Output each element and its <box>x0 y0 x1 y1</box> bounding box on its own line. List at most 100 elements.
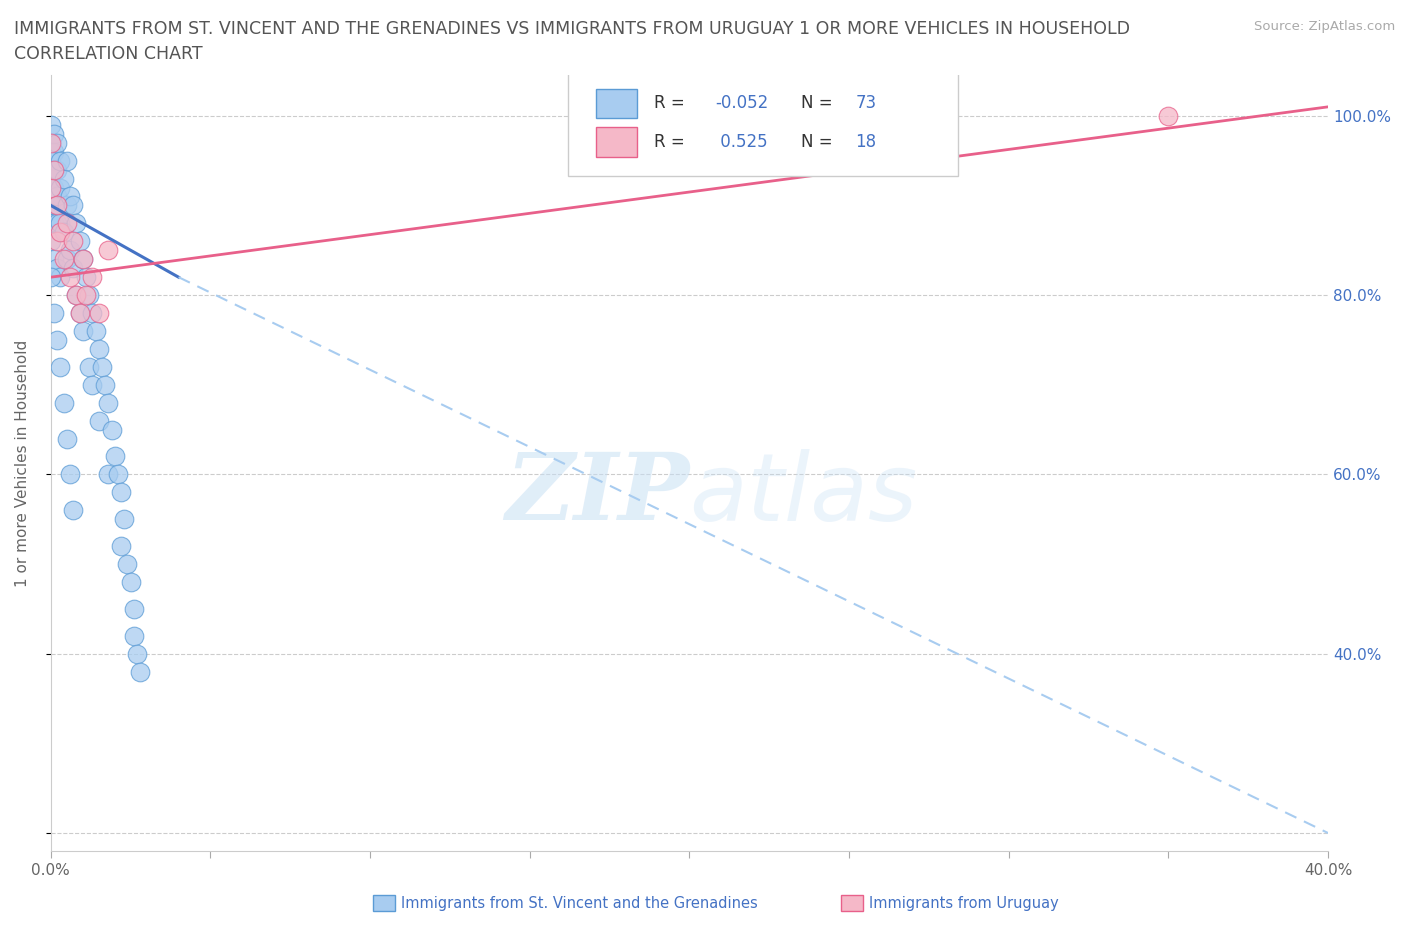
Point <box>75 270 97 285</box>
Point <box>56 432 79 446</box>
Text: IMMIGRANTS FROM ST. VINCENT AND THE GRENADINES VS IMMIGRANTS FROM URUGUAY 1 OR M: IMMIGRANTS FROM ST. VINCENT AND THE GREN… <box>14 20 1130 38</box>
Point <box>56 216 79 231</box>
Point <box>87 341 110 356</box>
Point <box>39 216 62 231</box>
Point <box>42 144 65 159</box>
Text: Source: ZipAtlas.com: Source: ZipAtlas.com <box>1254 20 1395 33</box>
Text: Immigrants from St. Vincent and the Grenadines: Immigrants from St. Vincent and the Gren… <box>401 897 758 911</box>
Point <box>42 126 65 141</box>
Point <box>72 324 94 339</box>
Point <box>39 198 62 213</box>
Point <box>42 252 65 267</box>
Point <box>49 153 72 168</box>
Point <box>52 225 75 240</box>
Point <box>46 162 69 177</box>
Point <box>62 233 84 248</box>
Point <box>77 359 100 374</box>
Point <box>122 602 145 617</box>
Point <box>39 153 62 168</box>
Point <box>1157 109 1180 124</box>
Point <box>39 270 62 285</box>
Text: CORRELATION CHART: CORRELATION CHART <box>14 45 202 62</box>
Point <box>72 252 94 267</box>
Point <box>39 171 62 186</box>
Point <box>100 422 122 437</box>
Text: N =: N = <box>800 133 838 152</box>
Point <box>65 287 87 302</box>
Point <box>42 198 65 213</box>
Y-axis label: 1 or more Vehicles in Household: 1 or more Vehicles in Household <box>15 339 30 587</box>
Point <box>46 216 69 231</box>
Text: N =: N = <box>800 94 838 113</box>
Text: 18: 18 <box>855 133 877 152</box>
Point <box>49 359 72 374</box>
Text: 73: 73 <box>855 94 877 113</box>
Text: R =: R = <box>654 94 690 113</box>
Point <box>59 467 82 482</box>
Point <box>49 225 72 240</box>
Point <box>52 395 75 410</box>
Point <box>62 503 84 518</box>
Point <box>39 135 62 150</box>
Point <box>69 233 91 248</box>
Point <box>42 216 65 231</box>
Point <box>65 287 87 302</box>
Point <box>120 575 142 590</box>
Point <box>52 252 75 267</box>
Text: atlas: atlas <box>689 449 918 539</box>
Point <box>42 162 65 177</box>
Point <box>42 180 65 195</box>
Point <box>56 198 79 213</box>
Point <box>97 395 120 410</box>
Point <box>39 117 62 132</box>
Point <box>59 243 82 258</box>
FancyBboxPatch shape <box>596 88 637 118</box>
Point <box>59 189 82 204</box>
Point <box>82 378 104 392</box>
Point <box>65 216 87 231</box>
Text: Immigrants from Uruguay: Immigrants from Uruguay <box>869 897 1059 911</box>
Point <box>42 306 65 321</box>
Point <box>56 252 79 267</box>
Point <box>84 324 107 339</box>
Point <box>62 198 84 213</box>
Point <box>39 144 62 159</box>
Point <box>110 485 132 499</box>
Point <box>97 243 120 258</box>
Point <box>39 180 62 195</box>
Point <box>52 171 75 186</box>
Point <box>94 378 117 392</box>
Point <box>46 260 69 275</box>
Point <box>97 467 120 482</box>
Point <box>39 233 62 248</box>
Point <box>39 135 62 150</box>
Point <box>59 270 82 285</box>
Point <box>46 189 69 204</box>
Point <box>122 629 145 644</box>
Point <box>62 260 84 275</box>
Point <box>110 538 132 553</box>
Point <box>69 306 91 321</box>
Point <box>117 557 139 572</box>
Text: -0.052: -0.052 <box>716 94 768 113</box>
Point <box>69 306 91 321</box>
Point <box>46 198 69 213</box>
Text: 0.525: 0.525 <box>716 133 768 152</box>
Point <box>129 664 152 679</box>
Point <box>42 162 65 177</box>
Text: R =: R = <box>654 133 690 152</box>
Point <box>90 359 112 374</box>
FancyBboxPatch shape <box>568 68 957 177</box>
Point <box>56 153 79 168</box>
FancyBboxPatch shape <box>596 127 637 157</box>
Point <box>125 646 148 661</box>
Point <box>49 270 72 285</box>
Point <box>104 449 127 464</box>
Point <box>39 189 62 204</box>
Point <box>75 287 97 302</box>
Point <box>46 135 69 150</box>
Point <box>82 270 104 285</box>
Point <box>49 180 72 195</box>
Point <box>72 252 94 267</box>
Point <box>49 216 72 231</box>
